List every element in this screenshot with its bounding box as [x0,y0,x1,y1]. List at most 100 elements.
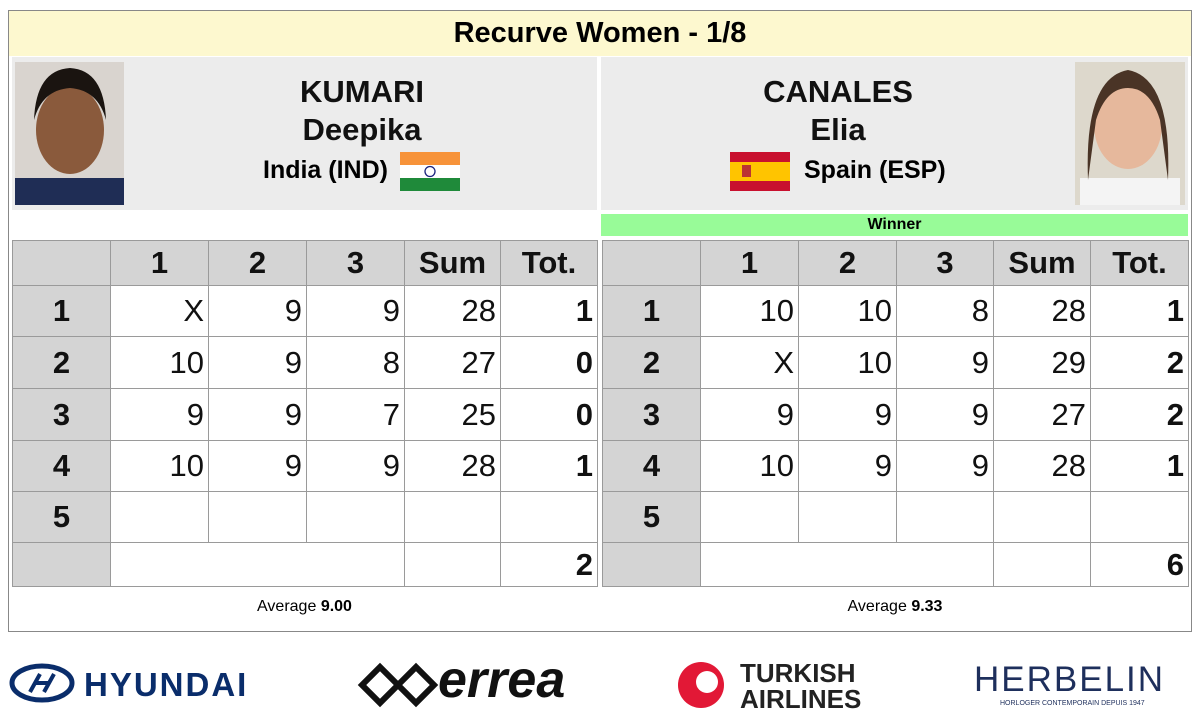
total-blank [993,542,1091,587]
arrow-score: 8 [306,336,405,389]
end-label: 1 [602,285,701,337]
given-name: Elia [810,112,866,147]
hyundai-logo [9,663,75,703]
arrow-score: 10 [700,440,799,492]
arrow-score: 9 [896,388,994,441]
average-value: 9.00 [320,598,352,615]
average: Average 9.33 [602,598,1188,616]
average: Average 9.00 [12,598,597,616]
arrow-score: X [110,285,209,337]
arrow-score [700,491,799,543]
arrow-score: 10 [110,440,209,492]
end-label: 4 [602,440,701,492]
arrow-score: 10 [798,336,897,389]
end-sum [993,491,1091,543]
total-blank [404,542,501,587]
column-header: 1 [700,240,799,286]
average-label: Average [257,598,317,615]
column-header: Sum [404,240,501,286]
column-header: Tot. [1090,240,1189,286]
column-header: 3 [896,240,994,286]
end-sum: 28 [993,440,1091,492]
end-label: 4 [12,440,111,492]
arrow-score: 10 [798,285,897,337]
sponsor-text: AIRLINES [740,684,862,714]
total-label [12,542,111,587]
end-sum: 28 [993,285,1091,337]
arrow-score [896,491,994,543]
arrow-score [798,491,897,543]
total-label [602,542,701,587]
total-blank [700,542,994,587]
end-sum: 29 [993,336,1091,389]
arrow-score: 9 [306,440,405,492]
sponsor-text: HERBELIN [974,660,1166,699]
set-points: 1 [500,285,598,337]
winner-badge: Winner [601,214,1188,236]
end-label: 5 [12,491,111,543]
corner-cell [12,240,111,286]
flag-spain [730,152,790,191]
end-sum [404,491,501,543]
end-label: 3 [602,388,701,441]
end-sum: 28 [404,285,501,337]
set-points: 2 [1090,388,1189,441]
end-label: 5 [602,491,701,543]
end-label: 1 [12,285,111,337]
arrow-score: 7 [306,388,405,441]
frame [8,10,1192,632]
errea-logo [357,662,439,708]
set-points [500,491,598,543]
arrow-score: 10 [700,285,799,337]
end-label: 3 [12,388,111,441]
match-total: 2 [500,542,598,587]
surname: CANALES [763,74,913,109]
set-points: 1 [1090,285,1189,337]
sponsor-text: errea [438,651,566,709]
set-points: 1 [1090,440,1189,492]
arrow-score: 8 [896,285,994,337]
arrow-score [110,491,209,543]
turkish-logo [678,662,724,708]
given-name: Deepika [302,112,422,147]
set-points: 1 [500,440,598,492]
corner-cell [602,240,701,286]
arrow-score [208,491,307,543]
column-header: 1 [110,240,209,286]
end-sum: 27 [404,336,501,389]
sponsor-text: HYUNDAI [84,666,249,703]
set-points [1090,491,1189,543]
surname: KUMARI [300,74,424,109]
end-label: 2 [12,336,111,389]
arrow-score: 9 [700,388,799,441]
arrow-score: 9 [896,440,994,492]
arrow-score [306,491,405,543]
set-points: 2 [1090,336,1189,389]
arrow-score: 9 [896,336,994,389]
column-header: Sum [993,240,1091,286]
arrow-score: 9 [208,285,307,337]
total-blank [110,542,405,587]
end-sum: 28 [404,440,501,492]
arrow-score: 9 [208,336,307,389]
arrow-score: 9 [208,440,307,492]
arrow-score: X [700,336,799,389]
title-bar: Recurve Women - 1/8 [9,11,1191,56]
column-header: Tot. [500,240,598,286]
end-label: 2 [602,336,701,389]
column-header: 2 [208,240,307,286]
end-sum: 25 [404,388,501,441]
average-label: Average [847,598,907,615]
arrow-score: 9 [110,388,209,441]
column-header: 3 [306,240,405,286]
arrow-score: 10 [110,336,209,389]
sponsor-text: TURKISH [740,658,856,688]
arrow-score: 9 [798,440,897,492]
flag-india [400,152,460,191]
photo [1075,62,1185,205]
photo [15,62,124,205]
match-total: 6 [1090,542,1189,587]
arrow-score: 9 [306,285,405,337]
